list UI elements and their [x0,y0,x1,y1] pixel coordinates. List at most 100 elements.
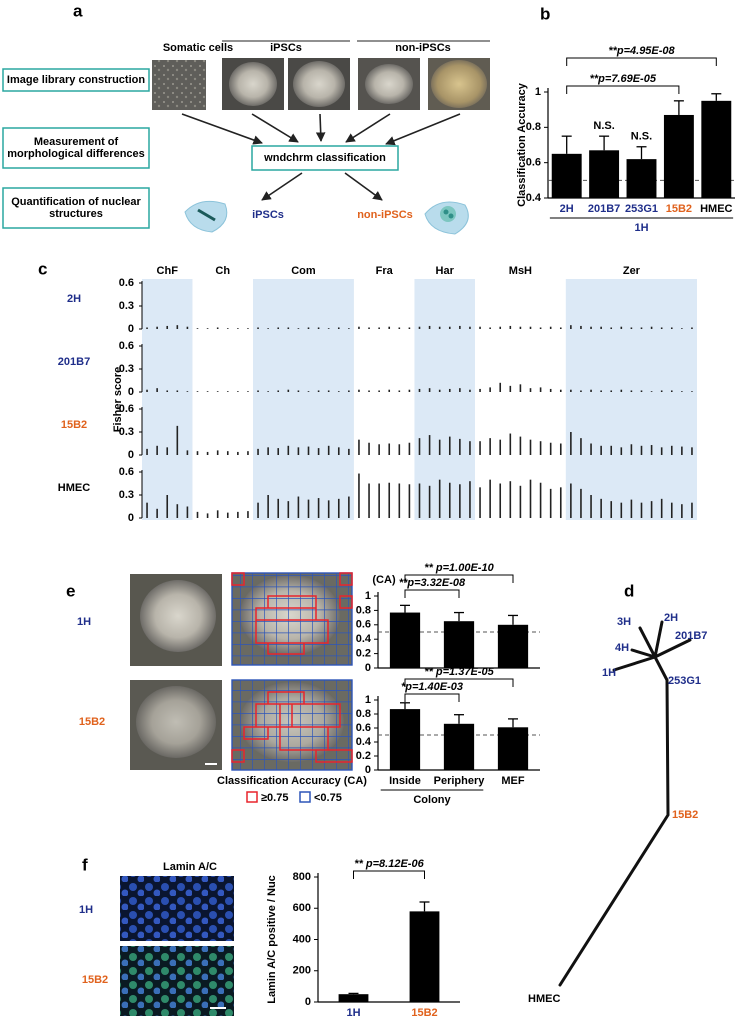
y-tick-label: 0.8 [356,604,371,616]
group-label: Zer [623,265,641,277]
y-tick-label: 1 [365,694,371,706]
arrow [385,113,461,146]
x-tick-label: MEF [501,775,525,787]
leaf-label: 3H [617,616,631,628]
y-tick-label: 1 [535,86,541,98]
header: Somatic cells [163,42,233,54]
row-label: 2H [67,293,81,305]
legend-swatch [299,791,311,803]
row-label: HMEC [58,482,90,494]
step-box [2,127,150,169]
y-tick-label: 0.8 [526,121,541,133]
significance-bracket [566,57,717,66]
step: Quantification of nuclear structures [11,196,141,220]
y-tick-label: 0 [128,323,134,335]
y-tick-label: 200 [293,965,311,977]
colony [136,686,216,758]
bar [338,994,369,1002]
group-label: 1H [634,222,648,234]
nucleus-icon [197,208,216,222]
step: Image library construction [7,74,145,86]
x-tick-label: 15B2 [666,203,692,215]
significance-label: **p=3.32E-08 [399,577,466,589]
panel-a: Somatic cells iPSCs non-iPSCs Image libr… [2,40,490,235]
y-tick-label: 0.2 [356,648,371,660]
y-axis-label: Classification Accuracy [516,82,528,207]
high-ca-cells [231,572,353,655]
y-tick-label: 0.3 [119,363,134,375]
row-label: 201B7 [58,356,90,368]
tree-branches [558,620,692,987]
output: iPSCs [252,209,284,221]
header: non-iPSCs [395,42,451,54]
x-tick-label: 15B2 [411,1007,437,1019]
y-tick-label: 0.6 [119,340,134,352]
y-tick-label: 0.6 [119,277,134,289]
x-tick-label: Inside [389,775,421,787]
group-shade [142,279,193,520]
colony [293,61,345,107]
y-tick-label: 0.6 [119,403,134,415]
grid-overlay [231,572,353,666]
x-tick-label: 2H [560,203,574,215]
bar [389,612,421,668]
y-axis-label: Fisher score [112,367,124,432]
colony [365,64,413,104]
colony [140,580,216,652]
x-tick-label: Periphery [434,775,486,787]
significance-bracket [353,870,425,879]
group-label: Har [436,265,455,277]
y-tick-label: 0.4 [356,736,372,748]
row-label: 1H [79,904,93,916]
panel-letter: c [38,259,47,278]
y-tick-label: 0.4 [356,633,372,645]
y-tick-label: 0 [305,996,311,1008]
x-tick-label: 201B7 [588,203,620,215]
colony [229,62,277,106]
row-label: 15B2 [82,974,108,986]
group-label: Colony [413,794,451,806]
legend-swatch [246,791,258,803]
y-tick-label: 1 [365,590,371,602]
panel-e-images: 1H 15B2 Classification Accuracy (CA) ≥0.… [77,572,367,804]
bar [663,114,694,198]
step-box [2,187,150,229]
panel-letter: e [66,581,75,600]
bar [701,100,732,198]
bar [626,159,657,198]
arrow [315,113,326,142]
group-label: ChF [157,265,179,277]
group-label: Fra [376,265,394,277]
y-tick-label: 0.4 [526,192,542,204]
bar [589,150,620,198]
y-tick-label: 0.6 [119,466,134,478]
significance-label: N.S. [593,120,614,132]
significance-label: ** p=1.37E-05 [424,666,494,678]
significance-bracket [404,678,514,687]
significance-label: N.S. [631,131,652,143]
y-tick-label: 0.8 [356,708,371,720]
group-shade [565,279,697,520]
bar [497,727,529,770]
y-tick-label: 0.3 [119,300,134,312]
row-label: 1H [77,616,91,628]
y-tick-label: 0.3 [119,489,134,501]
group-shade [414,279,475,520]
x-tick-label: 253G1 [625,203,658,215]
y-axis-label: Lamin A/C positive / Nuc [266,875,278,1004]
bar [389,709,421,770]
nucleolus-icon [443,209,449,215]
y-tick-label: 600 [293,902,311,914]
x-tick-label: HMEC [700,203,732,215]
y-axis-label: (CA) [372,574,396,586]
y-tick-label: 0.3 [119,426,134,438]
legend-label: ≥0.75 [261,792,288,804]
leaf-label: 15B2 [672,809,698,821]
nucleus-icon [440,206,456,222]
panel-letter: d [624,581,634,600]
arrow [261,172,303,201]
image-title: Lamin A/C [163,861,217,873]
fluorescence-image [120,876,234,941]
high-ca-cells [231,691,353,763]
